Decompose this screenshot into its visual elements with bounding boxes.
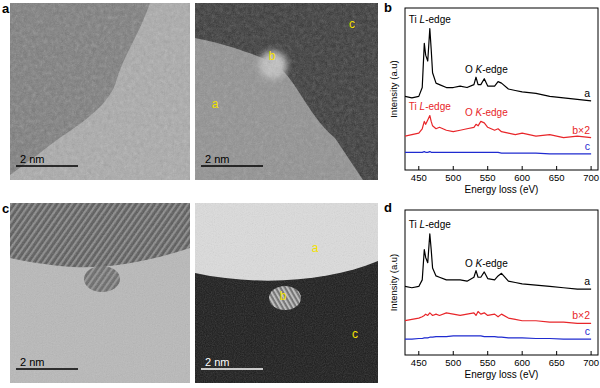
x-tick-label: 450 <box>411 172 427 183</box>
series-label: a <box>584 87 590 99</box>
noise <box>10 3 190 180</box>
y-axis-label: Intensity (a.u) <box>388 60 399 118</box>
scale-bar-label: 2 nm <box>205 356 229 368</box>
micrograph <box>10 3 190 180</box>
x-tick-label: 550 <box>480 357 496 368</box>
x-tick <box>453 166 454 170</box>
plot-frame <box>405 210 598 355</box>
spectrum-line <box>405 312 591 324</box>
x-tick-label: 500 <box>445 357 461 368</box>
spectrum-line <box>405 152 591 154</box>
point-label: c <box>349 17 355 31</box>
plot-frame <box>405 8 598 170</box>
annotation: O K-edge <box>465 107 508 118</box>
mottle <box>10 3 190 180</box>
text-part: -edge <box>482 64 508 75</box>
spectrum-line <box>405 234 591 289</box>
scale-bar <box>16 165 78 167</box>
scale-bar <box>201 165 263 167</box>
series-label: b×2 <box>572 309 590 321</box>
plot-area <box>405 234 591 339</box>
text-part: Ti <box>409 14 420 25</box>
x-tick <box>418 166 419 170</box>
x-tick <box>556 351 557 355</box>
spectrum-line <box>405 336 591 339</box>
series-label: a <box>584 275 590 287</box>
x-tick <box>453 351 454 355</box>
text-part: Ti <box>409 219 420 230</box>
spectrum-line <box>405 116 591 138</box>
spectrum-line <box>405 29 591 101</box>
text-part: -edge <box>482 107 508 118</box>
y-axis-label: Intensity (a.u) <box>388 254 399 312</box>
scale-bar <box>201 368 263 370</box>
micrograph <box>10 203 190 383</box>
x-tick <box>591 166 592 170</box>
x-tick-label: 550 <box>480 172 496 183</box>
noise <box>10 203 190 383</box>
annotation: Ti L-edge <box>409 219 451 230</box>
micrograph <box>195 203 378 383</box>
annotation: Ti L-edge <box>409 14 451 25</box>
panel-label: a <box>2 1 10 16</box>
point-label: b <box>280 289 287 303</box>
micrograph <box>195 3 378 180</box>
text-part: Ti <box>409 101 420 112</box>
x-tick-label: 600 <box>514 172 530 183</box>
image-bg <box>10 203 190 383</box>
text-part: -edge <box>425 14 451 25</box>
x-axis-label: Energy loss (eV) <box>465 369 539 380</box>
series-label: c <box>585 325 590 337</box>
mottle <box>195 3 378 180</box>
text-part: O <box>465 107 476 118</box>
x-tick <box>522 166 523 170</box>
panel-label: d <box>384 200 392 215</box>
point-label: b <box>269 49 276 63</box>
point-label: a <box>212 97 219 111</box>
text-part: -edge <box>482 258 508 269</box>
annotation: O K-edge <box>465 64 508 75</box>
figure: a 2 nm 2 nm b c a c 2 nm 2 nm a b c b 450 500 550 600 650… <box>0 0 600 388</box>
x-tick-label: 600 <box>514 357 530 368</box>
x-tick <box>487 166 488 170</box>
text-part: O <box>465 64 476 75</box>
x-tick <box>487 351 488 355</box>
image-bg <box>10 3 190 180</box>
panel-label: c <box>2 201 9 216</box>
panel-label: b <box>384 0 392 15</box>
x-tick-label: 650 <box>549 172 565 183</box>
x-axis-label: Energy loss (eV) <box>465 184 539 195</box>
image-bg <box>195 3 378 180</box>
annotation: Ti L-edge <box>409 101 451 112</box>
x-tick <box>556 166 557 170</box>
image-bg <box>195 203 378 383</box>
scale-bar-label: 2 nm <box>205 153 229 165</box>
annotation: O K-edge <box>465 258 508 269</box>
point-label: c <box>352 327 358 341</box>
series-label: b×2 <box>572 124 590 136</box>
x-tick-label: 450 <box>411 357 427 368</box>
plot-area <box>405 29 591 154</box>
scale-bar-label: 2 nm <box>20 356 44 368</box>
point-label: a <box>312 241 319 255</box>
x-tick-label: 650 <box>549 357 565 368</box>
text-part: -edge <box>425 101 451 112</box>
noise <box>195 203 378 383</box>
x-tick <box>418 351 419 355</box>
text-part: O <box>465 258 476 269</box>
noise <box>195 3 378 180</box>
scale-bar-label: 2 nm <box>20 153 44 165</box>
x-tick-label: 700 <box>583 172 599 183</box>
x-tick <box>522 351 523 355</box>
series-label: c <box>585 140 590 152</box>
x-tick-label: 500 <box>445 172 461 183</box>
text-part: -edge <box>425 219 451 230</box>
x-tick <box>591 351 592 355</box>
scale-bar <box>16 368 78 370</box>
x-tick-label: 700 <box>583 357 599 368</box>
